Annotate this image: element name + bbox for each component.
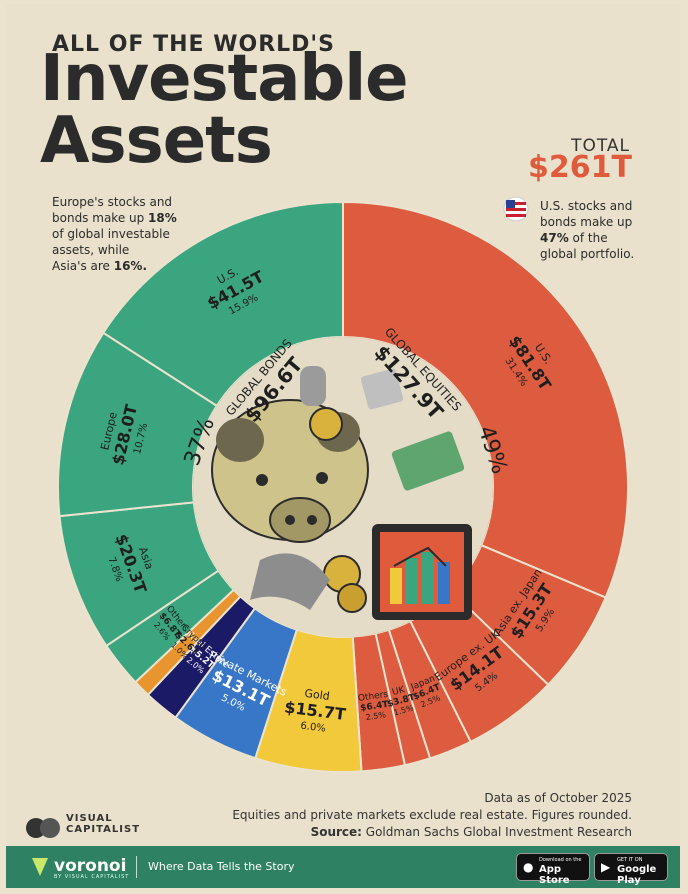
note-line: Europe's stocks and <box>52 195 173 209</box>
total-value: $261T <box>528 150 632 185</box>
bar-divider <box>136 856 137 878</box>
app-store-small: Download on the <box>539 857 582 863</box>
slice-label-group: Others$6.4T2.5% <box>357 690 390 722</box>
note-line: 47% of the <box>540 231 608 245</box>
title-line-2: Assets <box>40 104 273 178</box>
google-play-button[interactable]: ▶ GET IT ON Google Play <box>594 853 668 886</box>
note-line: global portfolio. <box>540 247 635 261</box>
voronoi-logo-icon <box>32 858 48 876</box>
slice-name-label: UK <box>391 685 407 698</box>
note-line: bonds make up 18% <box>52 211 177 225</box>
app-store-label: App Store <box>539 864 570 886</box>
voronoi-logo[interactable]: voronoi <box>54 856 127 876</box>
play-icon: ▶ <box>601 860 611 874</box>
apple-icon: ● <box>523 860 534 874</box>
google-play-label: Google Play <box>617 864 657 886</box>
note-line: Asia's are 16%. <box>52 259 148 273</box>
footer-notes: Data as of October 2025 Equities and pri… <box>232 790 632 841</box>
piggy-bank-illustration <box>193 337 493 637</box>
note-line: assets, while <box>52 243 130 257</box>
total-label: TOTAL <box>571 136 630 156</box>
slice-name-label: Others <box>357 690 389 704</box>
slice-label-group: UK$3.8T1.5% <box>386 685 417 718</box>
title-kicker: ALL OF THE WORLD'S <box>52 32 335 57</box>
slice-bonds-u-s- <box>101 200 344 408</box>
methodology-note: Equities and private markets exclude rea… <box>232 808 632 822</box>
slice-pct-label: 2.5% <box>365 710 387 722</box>
google-play-small: GET IT ON <box>617 857 643 863</box>
slice-pct-label: 6.0% <box>300 721 327 735</box>
note-line: of global investable <box>52 227 170 241</box>
us-flag-icon <box>503 196 529 222</box>
source-line: Source: Goldman Sachs Global Investment … <box>310 825 632 839</box>
tagline: Where Data Tells the Story <box>148 860 295 873</box>
slice-name-label: Gold <box>304 687 331 703</box>
app-store-button[interactable]: ● Download on the App Store <box>516 853 590 886</box>
brand-wordmark: VISUAL CAPITALIST <box>66 813 141 835</box>
voronoi-logo-sub: BY VISUAL CAPITALIST <box>54 874 130 880</box>
data-date: Data as of October 2025 <box>484 791 632 805</box>
slice-value-label: $6.4T <box>360 700 390 714</box>
visual-capitalist-logo-icon <box>26 818 60 838</box>
title-main: Investable Assets <box>40 42 409 178</box>
note-europe-asia: Europe's stocks and bonds make up 18% of… <box>52 194 177 274</box>
note-us: U.S. stocks and bonds make up 47% of the… <box>540 198 634 262</box>
title-line-1: Investable <box>40 42 409 116</box>
note-line: bonds make up <box>540 215 633 229</box>
note-line: U.S. stocks and <box>540 199 633 213</box>
